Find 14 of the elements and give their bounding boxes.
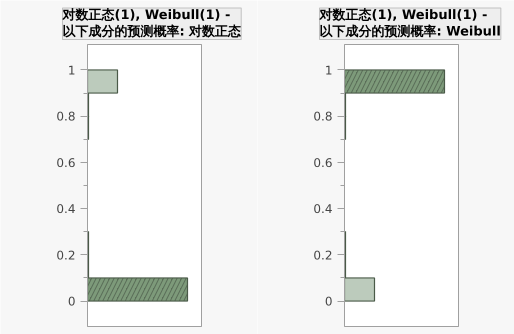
y-tick-label: 0.4 (56, 202, 76, 216)
y-tick-label: 0.2 (56, 248, 76, 262)
y-tick-label: 0.6 (313, 156, 333, 170)
y-tick-label: 1 (324, 63, 333, 78)
y-tick-label: 0 (68, 294, 76, 309)
chart-title: 对数正态(1), Weibull(1) - 以下成分的预测概率: 对数正态 (62, 7, 242, 40)
y-tick-label: 0.8 (313, 110, 333, 124)
y-tick-label: 1 (68, 63, 76, 78)
chart-title: 对数正态(1), Weibull(1) - 以下成分的预测概率: Weibull (318, 7, 501, 40)
y-tick-label: 0.2 (313, 248, 333, 262)
y-tick-label: 0.6 (56, 156, 76, 170)
y-tick-label: 0.8 (56, 110, 76, 124)
y-tick-label: 0.4 (313, 202, 333, 216)
y-tick-label: 0 (324, 294, 333, 309)
